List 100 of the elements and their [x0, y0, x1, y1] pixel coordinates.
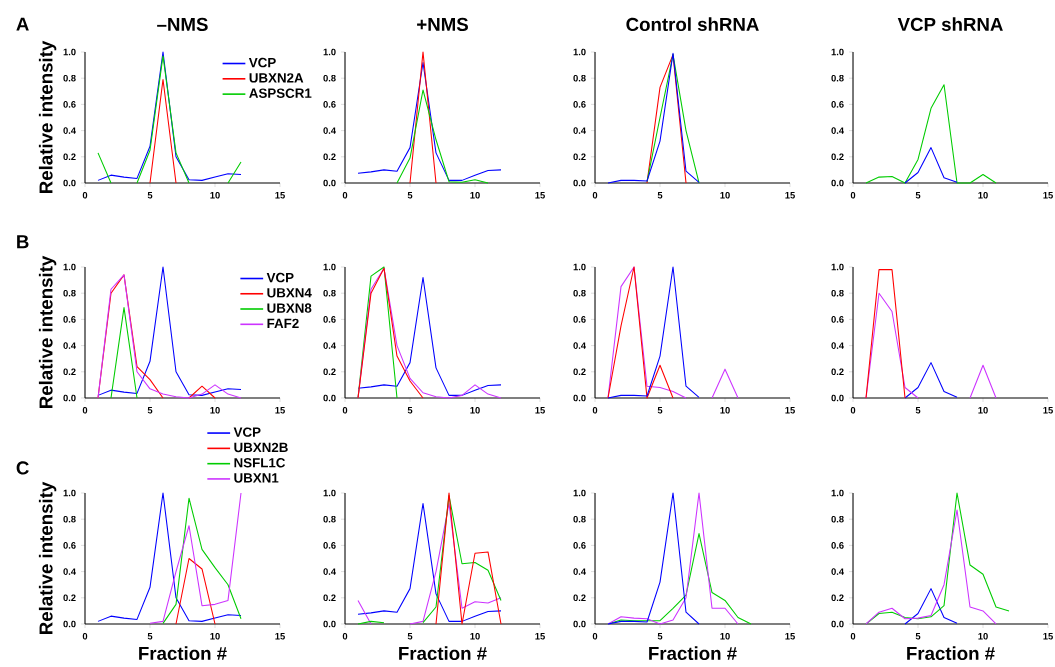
x-tick-label: 5: [915, 632, 921, 640]
y-tick-label: 0.4: [323, 568, 336, 575]
y-tick-label: 0.8: [831, 74, 844, 82]
y-tick-label: 0.6: [323, 101, 336, 108]
y-tick-label: 0.8: [831, 289, 844, 297]
y-tick-label: 0.4: [573, 568, 586, 575]
y-tick-label: 0.2: [63, 153, 76, 161]
x-tick-label: 10: [978, 191, 988, 199]
y-tick-label: 0.2: [573, 594, 586, 602]
y-tick-label: 0.0: [323, 620, 336, 628]
line-series: [435, 492, 502, 625]
x-tick-label: 15: [1043, 191, 1053, 199]
y-tick-label: 0.2: [831, 153, 844, 161]
legend-label: FAF2: [267, 318, 299, 328]
y-tick-label: 1.0: [831, 48, 844, 56]
y-tick-label: 0.4: [63, 342, 76, 349]
y-tick-label: 0.4: [831, 127, 844, 134]
y-tick-label: 1.0: [323, 48, 336, 56]
y-tick-label: 1.0: [831, 489, 844, 497]
y-tick-label: 0.0: [323, 179, 336, 187]
x-tick-label: 0: [82, 406, 88, 414]
x-tick-label: 10: [210, 191, 220, 199]
x-tick-label: 15: [535, 191, 545, 199]
x-tick-label: 15: [275, 406, 285, 414]
x-tick-label: 0: [592, 406, 598, 414]
x-tick-label: 15: [535, 406, 545, 414]
x-tick-label: 10: [720, 191, 730, 199]
y-tick-label: 0.6: [63, 316, 76, 323]
x-tick-label: 5: [657, 406, 663, 414]
y-axis-title: Relative intensity: [38, 40, 57, 194]
legend-label: NSFL1C: [234, 458, 286, 468]
x-tick-label: 5: [407, 632, 413, 640]
line-series: [357, 267, 424, 399]
legend-label: UBXN8: [267, 303, 312, 313]
y-tick-label: 1.0: [63, 263, 76, 271]
y-tick-label: 0.4: [63, 127, 76, 134]
y-tick-label: 0.6: [831, 316, 844, 323]
y-tick-label: 0.0: [831, 620, 844, 628]
chart-title: VCP shRNA: [897, 17, 1003, 32]
y-tick-label: 0.0: [831, 394, 844, 402]
legend-label: UBXN2B: [234, 442, 288, 453]
y-tick-label: 0.0: [831, 179, 844, 187]
y-tick-label: 0.4: [323, 342, 336, 349]
y-axis-title: Relative intensity: [38, 481, 57, 635]
legend-label: VCP: [233, 427, 261, 437]
y-tick-label: 0.0: [63, 620, 76, 628]
y-tick-label: 0.8: [573, 74, 586, 82]
y-tick-label: 0.2: [63, 368, 76, 376]
x-tick-label: 10: [720, 632, 730, 640]
y-tick-label: 0.8: [323, 515, 336, 523]
x-tick-label: 15: [785, 632, 795, 640]
line-series: [97, 492, 242, 622]
legend-label: ASPSCR1: [249, 88, 312, 98]
y-tick-label: 0.6: [573, 316, 586, 323]
line-series: [865, 84, 997, 184]
y-tick-label: 0.4: [573, 342, 586, 349]
x-tick-label: 15: [785, 406, 795, 414]
x-tick-label: 10: [210, 632, 220, 640]
x-tick-label: 0: [342, 191, 348, 199]
x-tick-label: 5: [915, 191, 921, 199]
x-tick-label: 0: [592, 632, 598, 640]
line-series: [607, 52, 700, 184]
x-tick-label: 10: [978, 632, 988, 640]
legend-label: VCP: [248, 57, 276, 68]
chart-title: –NMS: [157, 17, 208, 32]
line-series: [904, 362, 958, 399]
chart-title: +NMS: [417, 17, 468, 32]
x-axis-title: Fraction #: [649, 646, 737, 661]
y-tick-label: 0.2: [323, 368, 336, 376]
x-tick-label: 10: [978, 406, 988, 414]
legend-label: UBXN4: [267, 288, 312, 298]
y-tick-label: 0.2: [63, 594, 76, 602]
line-series: [865, 492, 1010, 625]
x-tick-label: 0: [342, 406, 348, 414]
y-tick-label: 0.0: [573, 179, 586, 187]
line-series: [149, 492, 242, 624]
x-tick-label: 5: [147, 191, 153, 199]
line-series: [904, 588, 958, 625]
y-tick-label: 0.6: [63, 101, 76, 108]
y-tick-label: 0.4: [831, 568, 844, 575]
x-tick-label: 15: [275, 632, 285, 640]
line-series: [357, 61, 502, 181]
x-tick-label: 0: [82, 632, 88, 640]
y-tick-label: 0.2: [573, 153, 586, 161]
y-tick-label: 0.4: [323, 127, 336, 134]
x-tick-label: 10: [210, 406, 220, 414]
y-tick-label: 1.0: [573, 48, 586, 56]
y-tick-label: 0.8: [323, 74, 336, 82]
x-tick-label: 5: [657, 191, 663, 199]
y-tick-label: 0.6: [323, 542, 336, 549]
y-tick-label: 0.0: [573, 394, 586, 402]
x-tick-label: 0: [850, 191, 856, 199]
x-axis-title: Fraction #: [399, 646, 487, 661]
line-series: [607, 266, 700, 399]
y-tick-label: 0.4: [63, 568, 76, 575]
y-tick-label: 0.0: [63, 394, 76, 402]
x-axis-title: Fraction #: [907, 646, 995, 661]
text: B: [17, 235, 29, 249]
x-tick-label: 5: [407, 191, 413, 199]
y-tick-label: 0.6: [63, 542, 76, 549]
